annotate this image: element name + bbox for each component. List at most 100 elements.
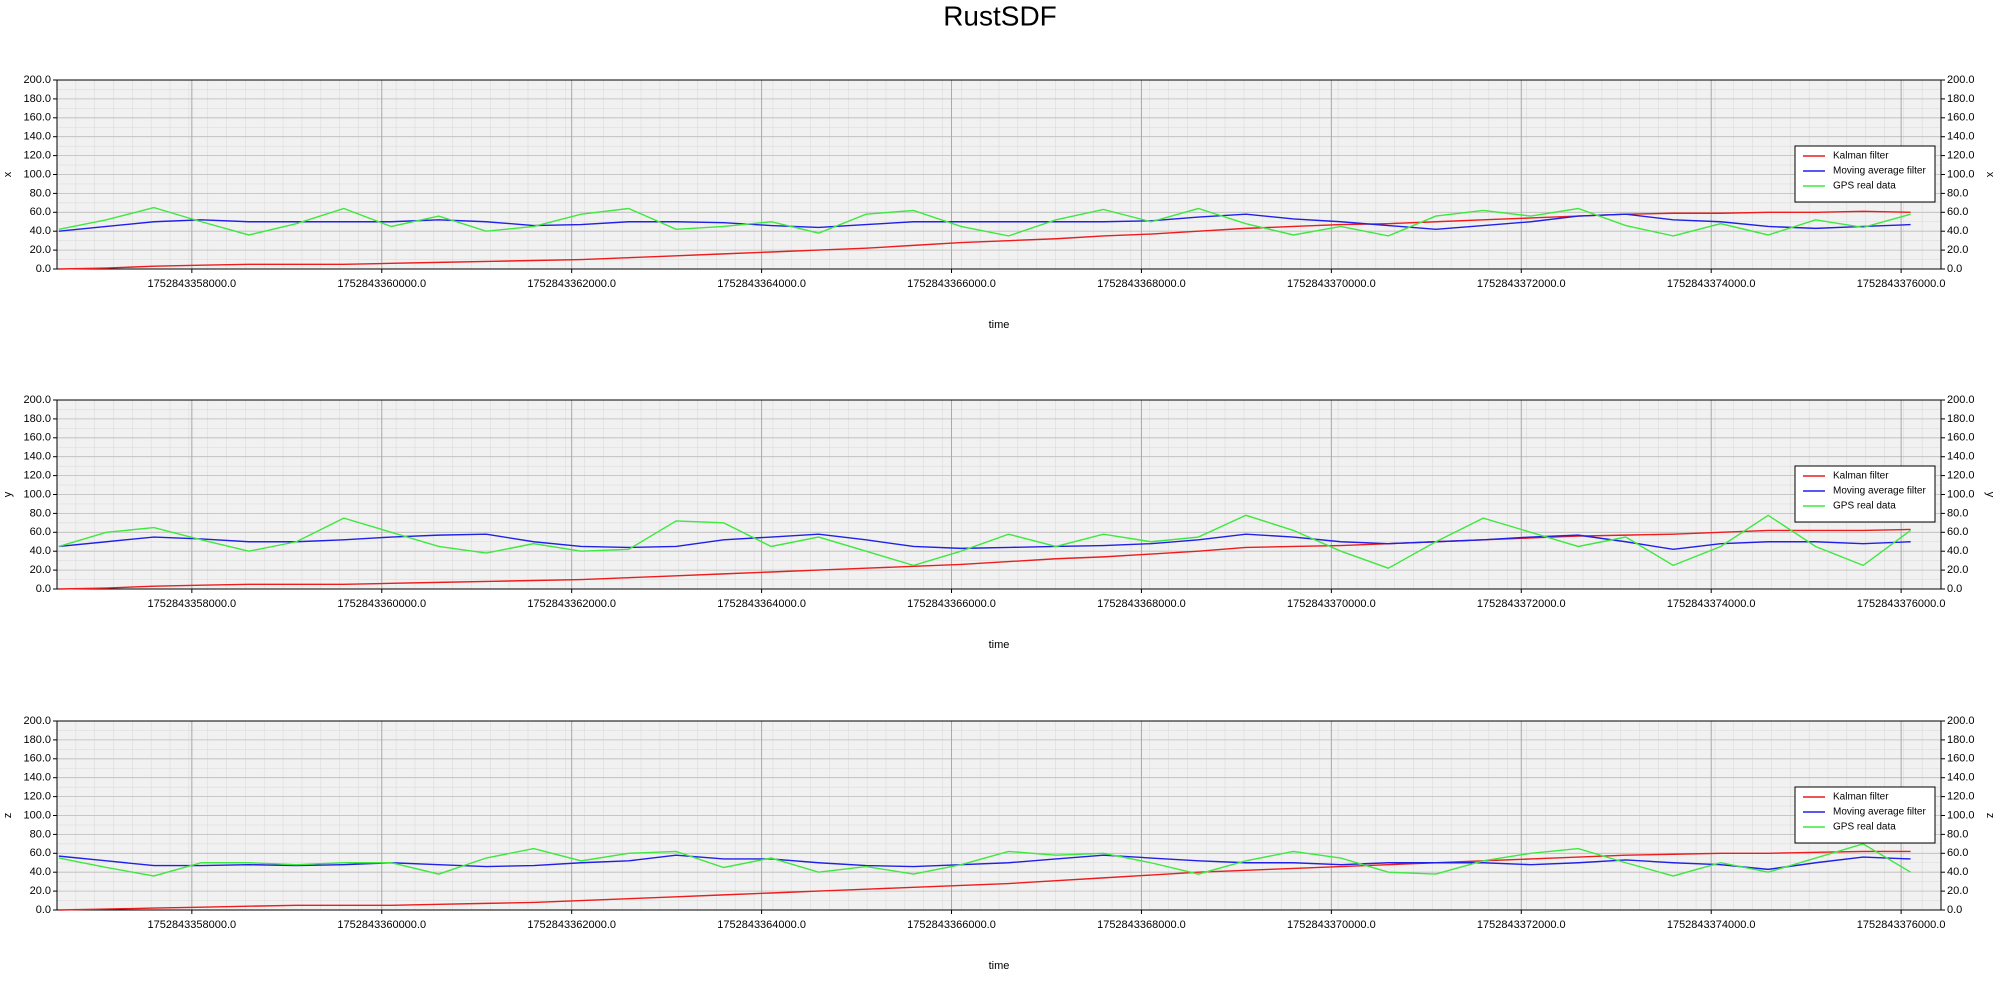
- x-tick-label: 1752843360000.0: [337, 919, 426, 931]
- y-tick-label: 40.0: [30, 225, 51, 237]
- y2-tick-label: 60.0: [1947, 526, 1968, 538]
- x-tick-label: 1752843366000.0: [907, 278, 996, 290]
- y2-tick-label: 160.0: [1947, 112, 1975, 124]
- y-tick-label: 0.0: [36, 263, 51, 275]
- y2-tick-label: 20.0: [1947, 244, 1968, 256]
- y2-tick-label: 140.0: [1947, 451, 1975, 463]
- y2-tick-label: 160.0: [1947, 753, 1975, 765]
- x-axis-label: time: [989, 960, 1010, 972]
- x-tick-label: 1752843368000.0: [1097, 919, 1186, 931]
- y2-tick-label: 0.0: [1947, 904, 1962, 916]
- x-tick-label: 1752843364000.0: [717, 278, 806, 290]
- plot-frame: [56, 720, 1942, 911]
- y-tick-label: 80.0: [30, 828, 51, 840]
- x-tick-label: 1752843374000.0: [1667, 919, 1756, 931]
- x-tick-label: 1752843374000.0: [1667, 278, 1756, 290]
- x-tick-label: 1752843370000.0: [1287, 919, 1376, 931]
- y2-tick-label: 120.0: [1947, 470, 1975, 482]
- y2-tick-label: 200.0: [1947, 394, 1975, 406]
- x-tick-label: 1752843370000.0: [1287, 598, 1376, 610]
- x-tick-label: 1752843372000.0: [1477, 919, 1566, 931]
- y2-axis-label: x: [1984, 172, 1996, 178]
- y-tick-label: 20.0: [30, 885, 51, 897]
- figure-title: RustSDF: [943, 0, 1057, 31]
- x-tick-label: 1752843376000.0: [1857, 919, 1946, 931]
- legend: Kalman filter Moving average filter GPS re…: [1794, 145, 1936, 203]
- y-tick-label: 160.0: [23, 112, 51, 124]
- y2-tick-label: 0.0: [1947, 263, 1962, 275]
- legend-label: Kalman filter: [1833, 792, 1889, 803]
- y-tick-label: 120.0: [23, 150, 51, 162]
- y-tick-label: 80.0: [30, 507, 51, 519]
- y2-tick-label: 80.0: [1947, 187, 1968, 199]
- y2-tick-label: 100.0: [1947, 488, 1975, 500]
- y-tick-label: 60.0: [30, 526, 51, 538]
- x-tick-label: 1752843370000.0: [1287, 278, 1376, 290]
- y-tick-label: 200.0: [23, 394, 51, 406]
- legend-label: Moving average filter: [1833, 807, 1926, 818]
- y2-tick-label: 200.0: [1947, 74, 1975, 86]
- legend-label: Kalman filter: [1833, 471, 1889, 482]
- y2-tick-label: 100.0: [1947, 168, 1975, 180]
- series-line: [58, 514, 1912, 569]
- series-line: [58, 213, 1911, 232]
- x-tick-label: 1752843372000.0: [1477, 598, 1566, 610]
- y-tick-label: 60.0: [30, 206, 51, 218]
- y2-tick-label: 80.0: [1947, 828, 1968, 840]
- x-tick-label: 1752843374000.0: [1667, 598, 1756, 610]
- y2-tick-label: 40.0: [1947, 545, 1968, 557]
- y-tick-label: 40.0: [30, 866, 51, 878]
- y2-tick-label: 80.0: [1947, 507, 1968, 519]
- y-tick-label: 160.0: [23, 753, 51, 765]
- y-tick-label: 0.0: [36, 904, 51, 916]
- x-tick-label: 1752843364000.0: [717, 598, 806, 610]
- subplot: 0.0 20.0 40.0 60.0 80.0 100.0 120.0 140.0 160.0 1…: [2, 715, 1996, 972]
- y2-tick-label: 160.0: [1947, 432, 1975, 444]
- y2-tick-label: 180.0: [1947, 734, 1975, 746]
- y-tick-label: 40.0: [30, 545, 51, 557]
- plot-frame: [56, 79, 1942, 270]
- x-tick-label: 1752843362000.0: [527, 598, 616, 610]
- y-tick-label: 100.0: [23, 168, 51, 180]
- series-line: [58, 533, 1911, 551]
- y-tick-label: 180.0: [23, 734, 51, 746]
- y-tick-label: 200.0: [23, 715, 51, 727]
- y-axis-label: z: [2, 813, 14, 819]
- y-tick-label: 140.0: [23, 131, 51, 143]
- y2-tick-label: 20.0: [1947, 885, 1968, 897]
- legend: Kalman filter Moving average filter GPS re…: [1794, 786, 1936, 844]
- y2-tick-label: 120.0: [1947, 791, 1975, 803]
- x-tick-label: 1752843376000.0: [1857, 278, 1946, 290]
- x-axis-label: time: [989, 319, 1010, 331]
- x-tick-label: 1752843360000.0: [337, 278, 426, 290]
- subplot: 0.0 20.0 40.0 60.0 80.0 100.0 120.0 140.0 160.0 1…: [2, 74, 1996, 331]
- y-tick-label: 20.0: [30, 244, 51, 256]
- y-tick-label: 80.0: [30, 187, 51, 199]
- y-tick-label: 180.0: [23, 413, 51, 425]
- y2-tick-label: 40.0: [1947, 866, 1968, 878]
- x-tick-label: 1752843358000.0: [147, 919, 236, 931]
- y-tick-label: 60.0: [30, 847, 51, 859]
- y-tick-label: 100.0: [23, 488, 51, 500]
- legend-label: GPS real data: [1833, 501, 1896, 512]
- y-axis-label: y: [2, 491, 14, 497]
- plot-frame: [56, 399, 1942, 590]
- series-line: [58, 528, 1911, 590]
- y2-tick-label: 180.0: [1947, 413, 1975, 425]
- y-tick-label: 200.0: [23, 74, 51, 86]
- x-tick-label: 1752843358000.0: [147, 598, 236, 610]
- x-tick-label: 1752843362000.0: [527, 919, 616, 931]
- legend-label: Moving average filter: [1833, 166, 1926, 177]
- series-line: [58, 854, 1911, 871]
- legend-label: GPS real data: [1833, 822, 1896, 833]
- y-tick-label: 120.0: [23, 470, 51, 482]
- series-line: [58, 206, 1911, 237]
- y2-axis-label: z: [1984, 813, 1996, 819]
- y-axis-label: x: [2, 171, 14, 177]
- x-tick-label: 1752843368000.0: [1097, 598, 1186, 610]
- x-tick-label: 1752843376000.0: [1857, 598, 1946, 610]
- x-tick-label: 1752843358000.0: [147, 278, 236, 290]
- legend: Kalman filter Moving average filter GPS re…: [1794, 465, 1936, 523]
- y-tick-label: 120.0: [23, 791, 51, 803]
